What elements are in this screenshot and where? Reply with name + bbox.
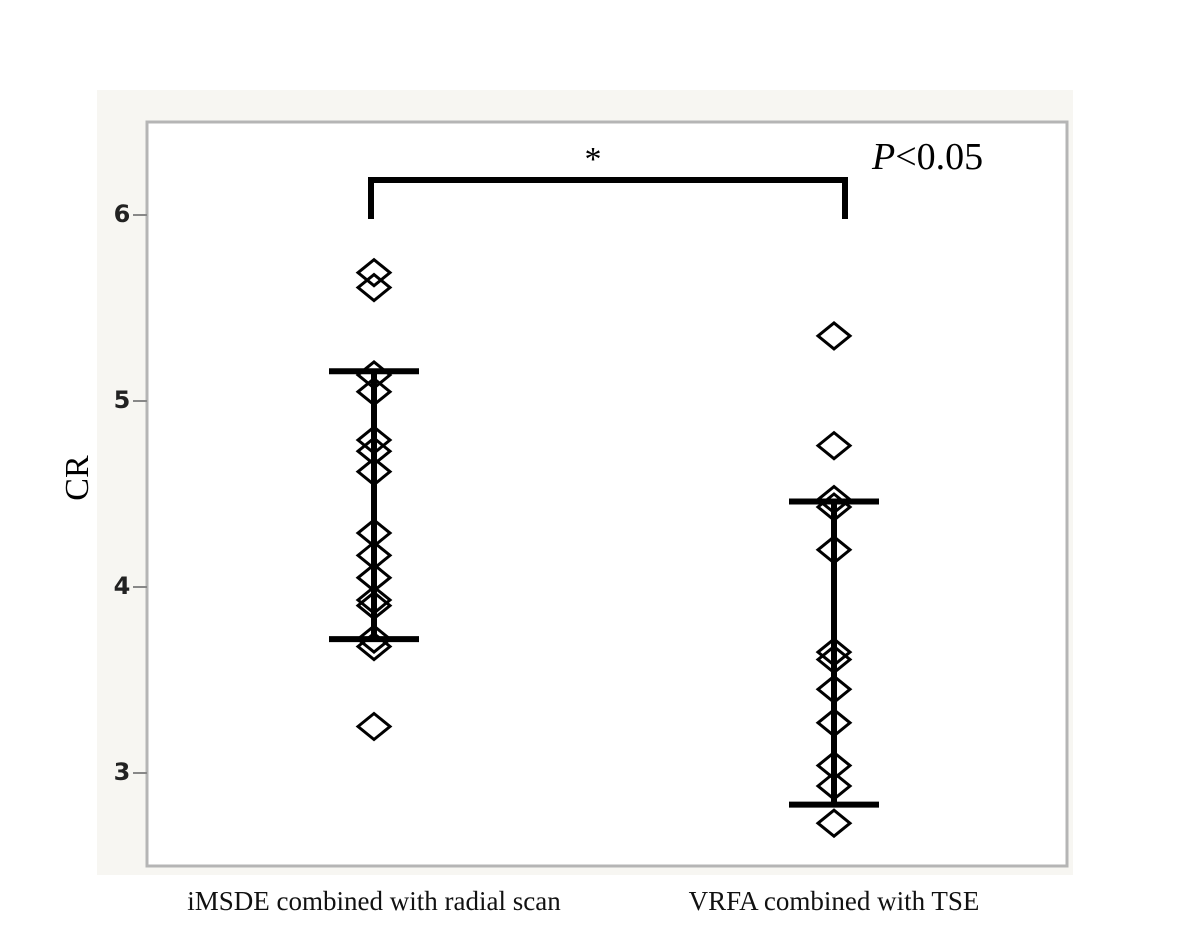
plot-frame: [145, 120, 1069, 868]
p-threshold: <0.05: [895, 136, 983, 178]
y-tick-label: 3: [114, 758, 131, 786]
y-axis-label: CR: [59, 455, 96, 501]
data-point: [815, 707, 853, 738]
data-point: [355, 711, 393, 742]
significance-mark: *: [585, 141, 602, 178]
y-tick-label: 6: [114, 200, 131, 228]
x-tick-label: iMSDE combined with radial scan: [187, 886, 561, 916]
data-point: [815, 644, 853, 675]
data-point: [815, 750, 853, 781]
data-point: [355, 436, 393, 467]
data-point: [355, 518, 393, 548]
data-point: [815, 430, 853, 461]
y-tick-label: 4: [114, 572, 131, 600]
significance-bracket: [368, 177, 848, 219]
data-point: [355, 456, 393, 487]
x-tick-label: VRFA combined with TSE: [689, 886, 980, 916]
data-point: [355, 272, 393, 303]
data-point: [815, 637, 853, 668]
data-point: [355, 540, 393, 571]
data-point: [815, 320, 853, 351]
data-point: [355, 425, 393, 455]
data-point: [815, 771, 853, 801]
data-point: [815, 808, 853, 839]
data-point: [355, 376, 393, 407]
data-point: [815, 492, 853, 522]
data-point: [815, 674, 853, 705]
y-tick-label: 5: [114, 386, 131, 414]
data-point: [815, 534, 853, 565]
data-point: [355, 585, 393, 615]
p-value: P<0.05: [871, 136, 983, 178]
data-point: [355, 590, 393, 621]
data-point: [355, 257, 393, 288]
data-point: [355, 562, 393, 593]
p-symbol: P: [871, 136, 895, 178]
